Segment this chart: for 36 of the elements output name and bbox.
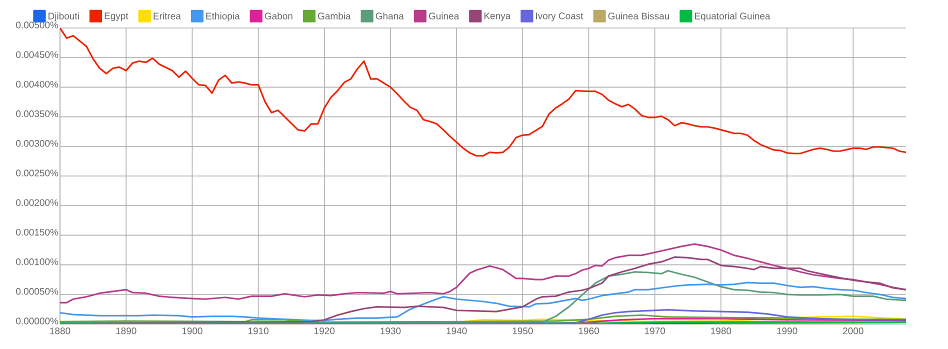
y-tick-label: 0.00250% [16,170,58,176]
legend-label: Djibouti [48,12,79,22]
legend-label: Ivory Coast [536,12,584,22]
legend-label: Ethiopia [206,12,240,22]
y-tick-label: 0.00200% [16,199,58,206]
legend-label: Equatorial Guinea [694,12,770,22]
y-tick-label: 0.00400% [16,80,58,88]
y-tick-label: 0.00300% [16,140,58,147]
legend-label: Egypt [104,12,128,22]
y-tick-label: 0.00100% [16,258,58,266]
y-tick-label: 0.00150% [16,228,58,236]
x-tick-label: 1890 [116,328,136,334]
x-tick-label: 1960 [578,328,599,334]
legend-label: Kenya [484,12,511,22]
legend-label: Gabon [264,12,292,20]
y-tick-label: 0.00000% [16,318,58,324]
legend-label: Gambia [318,12,351,20]
legend-label: Ghana [376,12,404,20]
legend-label: Guinea Bissau [608,12,669,20]
x-tick-label: 1990 [777,328,798,334]
x-tick-label: 1980 [711,328,732,334]
x-tick-label: 1950 [512,328,533,334]
x-tick-label: 2000 [843,328,864,334]
x-tick-label: 1970 [645,328,666,334]
x-tick-label: 1930 [380,328,401,334]
y-tick-label: 0.00050% [16,288,58,295]
legend-label: Guinea [428,12,460,20]
x-tick-label: 1910 [248,328,268,334]
x-tick-label: 1940 [446,328,467,334]
y-tick-label: 0.00500% [16,22,58,28]
x-tick-label: 1900 [182,328,202,334]
x-tick-label: 1880 [50,328,70,334]
x-tick-label: 1920 [314,328,335,334]
y-tick-label: 0.00450% [16,51,58,58]
legend-label: Eritrea [154,12,181,20]
y-tick-label: 0.00350% [16,110,58,118]
